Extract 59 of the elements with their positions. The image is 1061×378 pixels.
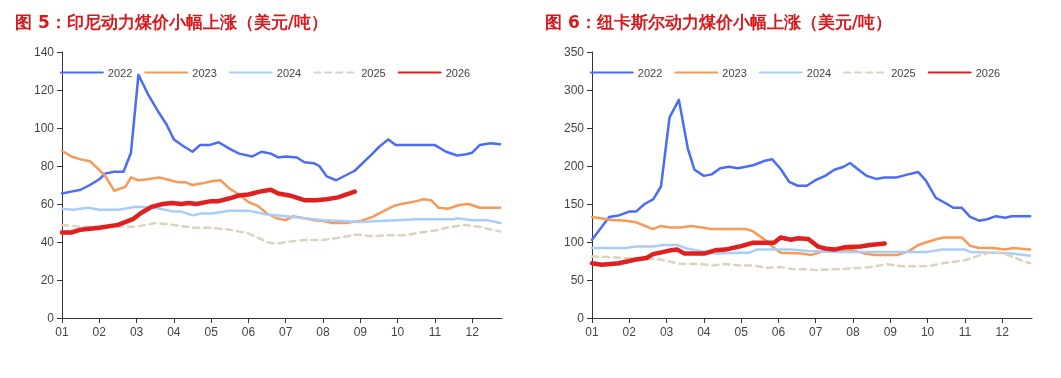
line-series (590, 251, 1032, 272)
legend-label: 2022 (637, 66, 663, 79)
y-tick-label: 40 (40, 235, 55, 249)
chart-title: 图 5：印尼动力煤价小幅上涨（美元/吨） (15, 11, 328, 32)
y-tick-label: 20 (40, 273, 55, 287)
y-tick-label: 250 (563, 121, 585, 135)
x-tick-label: 09 (353, 325, 368, 339)
x-tick-label: 10 (920, 325, 935, 339)
legend-label: 2025 (361, 66, 386, 79)
x-tick-label: 04 (167, 325, 181, 339)
x-tick-label: 04 (697, 325, 711, 339)
y-tick-label: 150 (563, 197, 585, 211)
x-tick-label: 12 (995, 325, 1010, 339)
y-tick-label: 80 (40, 159, 55, 173)
chart-title: 图 6：纽卡斯尔动力煤价小幅上涨（美元/吨） (545, 11, 892, 32)
legend-label: 2023 (192, 66, 217, 79)
x-tick-label: 02 (92, 325, 107, 339)
y-tick-label: 300 (563, 83, 585, 97)
y-tick-label: 140 (33, 45, 55, 59)
x-tick-label: 02 (622, 325, 637, 339)
x-tick-label: 05 (734, 325, 749, 339)
legend-label: 2026 (975, 66, 1001, 79)
x-tick-label: 09 (883, 325, 898, 339)
legend-label: 2024 (276, 66, 302, 79)
x-tick-label: 10 (390, 325, 405, 339)
y-tick-label: 120 (33, 83, 55, 97)
legend-label: 2024 (806, 66, 832, 79)
x-tick-label: 06 (771, 325, 786, 339)
line-series (60, 205, 502, 225)
x-tick-label: 03 (129, 325, 144, 339)
x-tick-label: 08 (846, 325, 861, 339)
x-tick-label: 03 (659, 325, 674, 339)
line-series (589, 235, 887, 268)
y-tick-label: 100 (33, 121, 55, 135)
line-series (590, 98, 1032, 241)
x-tick-label: 06 (241, 325, 256, 339)
x-tick-label: 12 (465, 325, 480, 339)
x-tick-label: 11 (958, 325, 972, 339)
x-tick-label: 08 (316, 325, 331, 339)
y-tick-label: 100 (563, 235, 585, 249)
y-tick-label: 50 (570, 273, 585, 287)
line-series (60, 221, 502, 246)
y-tick-label: 200 (563, 159, 585, 173)
legend-label: 2023 (722, 66, 747, 79)
line-series (59, 187, 357, 235)
x-tick-label: 01 (585, 325, 599, 339)
legend-label: 2026 (445, 66, 471, 79)
x-tick-label: 07 (809, 325, 823, 339)
legend-label: 2022 (107, 66, 133, 79)
x-tick-label: 05 (204, 325, 219, 339)
y-tick-label: 0 (577, 311, 585, 325)
x-tick-label: 07 (279, 325, 293, 339)
legend-label: 2025 (891, 66, 916, 79)
x-tick-label: 01 (55, 325, 69, 339)
y-tick-label: 350 (563, 45, 585, 59)
y-tick-label: 60 (40, 197, 55, 211)
y-tick-label: 0 (47, 311, 55, 325)
x-tick-label: 11 (428, 325, 442, 339)
line-series (590, 243, 1032, 257)
